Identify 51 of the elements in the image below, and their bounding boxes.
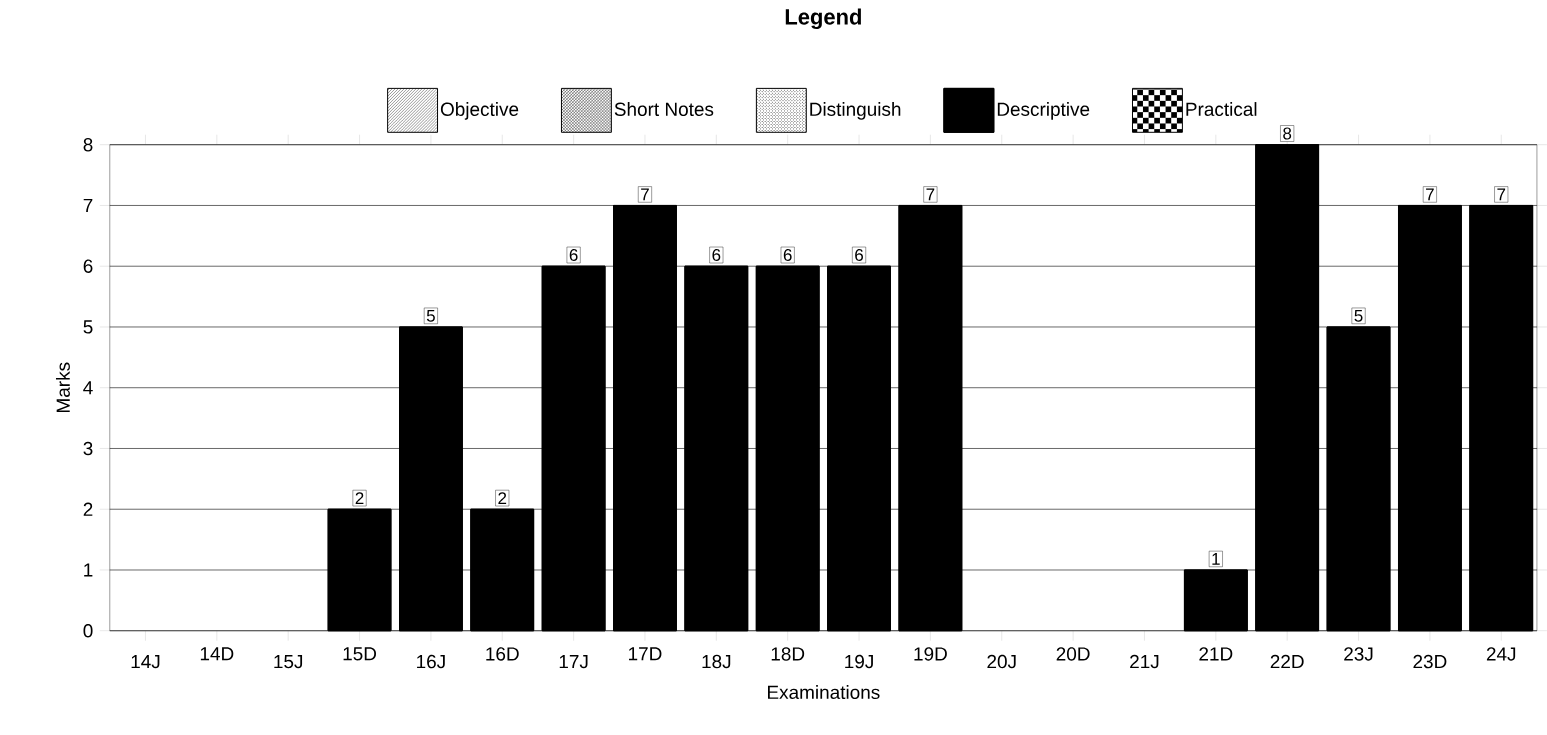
legend-label: Short Notes <box>614 102 714 117</box>
y-tick-label: 0 <box>83 624 93 638</box>
data-label: 6 <box>712 249 721 262</box>
y-tick-label: 1 <box>84 563 93 577</box>
data-label: 7 <box>1497 188 1506 201</box>
data-label: 7 <box>1426 188 1434 201</box>
legend-label: Descriptive <box>997 102 1090 120</box>
data-label: 2 <box>498 492 507 505</box>
data-label: 1 <box>1212 553 1220 566</box>
x-tick-label: 17D <box>629 647 662 661</box>
data-label: 6 <box>569 249 578 262</box>
x-tick-label: 17J <box>559 655 588 669</box>
y-tick-label: 2 <box>83 502 93 517</box>
y-tick-label: 4 <box>83 381 93 395</box>
data-label: 7 <box>926 188 935 201</box>
legend-label: Practical <box>1186 102 1257 117</box>
x-tick-label: 21J <box>1130 655 1159 669</box>
x-tick-label: 22D <box>1270 655 1304 669</box>
data-label: 6 <box>855 249 864 262</box>
y-tick-label: 3 <box>83 442 93 456</box>
x-tick-label: 16D <box>486 647 519 661</box>
data-label: 6 <box>783 249 792 262</box>
y-tick-label: 5 <box>83 320 93 334</box>
x-tick-label: 14J <box>131 655 160 669</box>
x-tick-label: 20J <box>987 655 1016 669</box>
x-tick-label: 18D <box>771 647 805 661</box>
x-tick-label: 20D <box>1056 647 1090 661</box>
x-tick-label: 23D <box>1413 655 1447 669</box>
x-tick-label: 23J <box>1344 647 1373 661</box>
x-axis-title: Examinations <box>768 685 880 700</box>
x-tick-label: 15J <box>274 655 303 669</box>
data-label: 5 <box>1354 310 1363 323</box>
x-tick-label: 15D <box>343 647 377 661</box>
x-tick-label: 18J <box>702 655 731 669</box>
data-label: 2 <box>355 492 364 505</box>
legend-title: Legend <box>785 8 861 30</box>
x-tick-label: 24J <box>1486 647 1516 661</box>
x-tick-label: 21D <box>1199 647 1233 661</box>
x-tick-label: 19D <box>914 647 947 661</box>
legend-label: Objective <box>440 102 519 120</box>
data-label: 5 <box>426 310 435 323</box>
y-tick-label: 7 <box>83 199 93 213</box>
x-tick-label: 19J <box>845 655 873 669</box>
y-axis-title: Marks <box>55 362 70 413</box>
y-tick-label: 6 <box>83 259 93 274</box>
x-tick-label: 14D <box>200 647 234 661</box>
legend-label: Distinguish <box>810 102 901 120</box>
y-tick-label: 8 <box>83 138 93 152</box>
data-label: 7 <box>641 188 649 201</box>
data-label: 8 <box>1283 127 1292 140</box>
x-tick-label: 16J <box>417 655 445 669</box>
